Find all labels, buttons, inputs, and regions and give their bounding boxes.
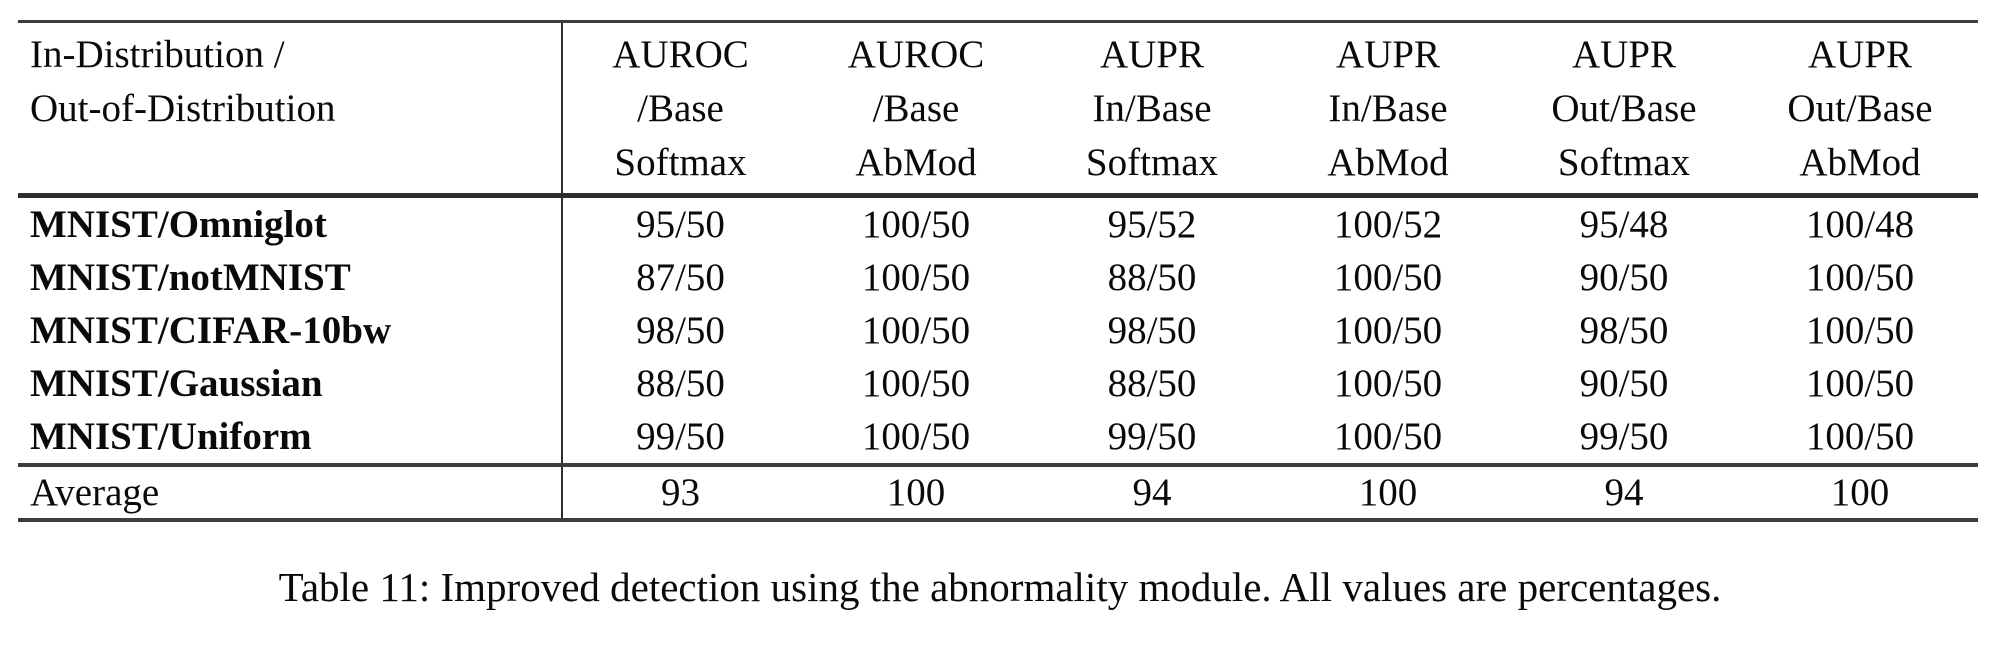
cell: 93	[562, 463, 798, 520]
row-label: MNIST/CIFAR-10bw	[18, 304, 563, 357]
table-header: In-Distribution / Out-of-Distribution AU…	[18, 21, 1978, 198]
table-row-mnist-notmnist: MNIST/notMNIST 87/50 100/50 88/50 100/50…	[18, 251, 1978, 304]
table-row-mnist-gaussian: MNIST/Gaussian 88/50 100/50 88/50 100/50…	[18, 357, 1978, 410]
cell: 98/50	[1579, 309, 1669, 352]
cell: 100/50	[1805, 362, 1915, 405]
cell: 100/50	[1805, 309, 1915, 352]
cell: 100/52	[1333, 203, 1443, 246]
row-label: MNIST/Gaussian	[18, 357, 563, 410]
table-row-average: Average 93 100 94 100 94 100	[18, 463, 1978, 520]
column-header-auroc-softmax: AUROC /Base Softmax	[562, 21, 798, 198]
row-label: Average	[18, 463, 563, 520]
column-header-aupr-in-softmax: AUPR In/Base Softmax	[1034, 21, 1270, 198]
cell: 94	[1034, 463, 1270, 520]
cell: 100/50	[861, 203, 971, 246]
cell: 88/50	[1107, 256, 1197, 299]
table-row-mnist-omniglot: MNIST/Omniglot 95/50 100/50 95/52 100/52…	[18, 195, 1978, 251]
cell: 100/50	[861, 256, 971, 299]
cell: 100/50	[861, 309, 971, 352]
table-body: MNIST/Omniglot 95/50 100/50 95/52 100/52…	[18, 195, 1978, 520]
cell: 100/50	[861, 415, 971, 458]
cell: 98/50	[1107, 309, 1197, 352]
row-label: MNIST/Uniform	[18, 410, 563, 465]
column-header-auroc-abmod: AUROC /Base AbMod	[798, 21, 1034, 198]
cell: 99/50	[1579, 415, 1669, 458]
cell: 88/50	[1107, 362, 1197, 405]
cell: 98/50	[636, 309, 725, 352]
table-caption: Table 11: Improved detection using the a…	[278, 564, 1722, 610]
column-header-aupr-out-softmax: AUPR Out/Base Softmax	[1506, 21, 1742, 198]
cell: 95/52	[1107, 203, 1197, 246]
cell: 90/50	[1579, 256, 1669, 299]
column-header-aupr-out-abmod: AUPR Out/Base AbMod	[1742, 21, 1978, 198]
cell: 100/48	[1805, 203, 1915, 246]
row-label: MNIST/Omniglot	[18, 195, 563, 251]
cell: 95/50	[636, 203, 725, 246]
cell: 100	[798, 463, 1034, 520]
cell: 99/50	[636, 415, 725, 458]
cell: 100/50	[1333, 256, 1443, 299]
table-row-mnist-uniform: MNIST/Uniform 99/50 100/50 99/50 100/50 …	[18, 410, 1978, 465]
column-header-aupr-in-abmod: AUPR In/Base AbMod	[1270, 21, 1506, 198]
table-row-mnist-cifar10bw: MNIST/CIFAR-10bw 98/50 100/50 98/50 100/…	[18, 304, 1978, 357]
cell: 100/50	[1805, 415, 1915, 458]
cell: 100	[1742, 463, 1978, 520]
cell: 100/50	[1333, 415, 1443, 458]
cell: 100/50	[1805, 256, 1915, 299]
cell: 94	[1506, 463, 1742, 520]
cell: 100/50	[861, 362, 971, 405]
cell: 99/50	[1107, 415, 1197, 458]
row-label: MNIST/notMNIST	[18, 251, 563, 304]
cell: 87/50	[636, 256, 725, 299]
cell: 95/48	[1579, 203, 1669, 246]
column-header-distribution: In-Distribution / Out-of-Distribution	[18, 21, 563, 198]
cell: 90/50	[1579, 362, 1669, 405]
results-table: In-Distribution / Out-of-Distribution AU…	[18, 20, 1978, 522]
header-row: In-Distribution / Out-of-Distribution AU…	[18, 21, 1978, 198]
cell: 88/50	[636, 362, 725, 405]
cell: 100	[1270, 463, 1506, 520]
cell: 100/50	[1333, 362, 1443, 405]
cell: 100/50	[1333, 309, 1443, 352]
